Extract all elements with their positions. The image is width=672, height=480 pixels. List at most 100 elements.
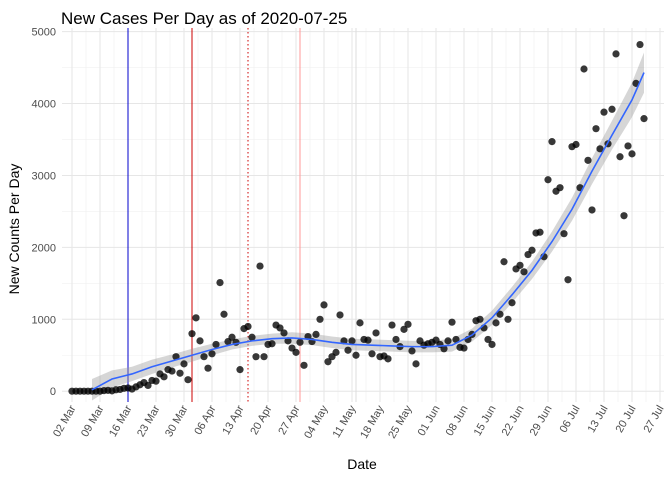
data-point bbox=[220, 310, 228, 318]
x-tick-label: 20 Jul bbox=[614, 404, 639, 435]
data-point bbox=[496, 310, 504, 318]
data-point bbox=[324, 358, 332, 366]
x-tick-label: 15 Jun bbox=[472, 404, 499, 439]
data-point bbox=[292, 348, 300, 356]
data-point bbox=[260, 353, 268, 361]
data-point bbox=[208, 350, 216, 358]
data-point bbox=[444, 337, 452, 345]
data-point bbox=[400, 325, 408, 333]
data-point bbox=[332, 348, 340, 356]
x-tick-label: 02 Mar bbox=[51, 403, 79, 439]
data-point bbox=[312, 330, 320, 338]
data-point bbox=[384, 355, 392, 363]
data-point bbox=[180, 360, 188, 368]
x-axis-title: Date bbox=[347, 456, 377, 472]
data-point bbox=[280, 329, 288, 337]
data-point bbox=[636, 40, 644, 49]
data-point bbox=[372, 329, 380, 337]
y-tick-label: 0 bbox=[50, 386, 56, 398]
data-point bbox=[600, 108, 608, 116]
data-point bbox=[588, 206, 596, 214]
data-point bbox=[488, 340, 496, 349]
data-point bbox=[440, 345, 448, 353]
data-point bbox=[492, 319, 500, 327]
x-tick-label: 27 Jul bbox=[642, 404, 667, 435]
data-point bbox=[560, 230, 568, 238]
data-point bbox=[344, 346, 352, 354]
data-point bbox=[564, 276, 572, 284]
data-point bbox=[608, 105, 616, 113]
data-point bbox=[352, 351, 360, 359]
data-point bbox=[388, 321, 396, 329]
x-axis-ticks: 02 Mar 09 Mar 16 Mar 23 Mar 30 Mar 06 Apr 13 A… bbox=[51, 403, 667, 441]
data-point bbox=[316, 315, 324, 323]
data-point bbox=[516, 261, 524, 269]
x-tick-label: 16 Mar bbox=[107, 403, 135, 439]
data-point bbox=[196, 337, 204, 345]
data-point bbox=[256, 262, 264, 270]
y-tick-label: 3000 bbox=[32, 170, 56, 182]
data-point bbox=[184, 376, 192, 384]
y-tick-label: 4000 bbox=[32, 99, 56, 111]
data-point bbox=[320, 301, 328, 309]
x-tick-label: 20 Apr bbox=[248, 403, 274, 437]
data-point bbox=[336, 311, 344, 319]
data-point bbox=[152, 377, 160, 385]
data-point bbox=[216, 279, 224, 287]
data-point bbox=[448, 318, 456, 326]
x-tick-label: 06 Apr bbox=[192, 403, 218, 437]
data-point bbox=[528, 246, 536, 254]
x-tick-label: 04 May bbox=[302, 403, 331, 441]
data-point bbox=[236, 366, 244, 374]
data-point bbox=[548, 138, 556, 146]
data-point bbox=[228, 333, 236, 341]
data-point bbox=[452, 335, 460, 344]
data-point bbox=[580, 65, 588, 73]
x-tick-label: 29 Jun bbox=[528, 404, 555, 439]
data-point bbox=[300, 361, 308, 369]
y-tick-label: 2000 bbox=[32, 242, 56, 254]
data-point bbox=[584, 156, 592, 164]
data-points bbox=[68, 40, 648, 395]
data-point bbox=[504, 315, 512, 323]
data-point bbox=[460, 344, 468, 352]
data-point bbox=[620, 212, 628, 220]
x-tick-label: 11 May bbox=[331, 403, 359, 440]
x-tick-label: 30 Mar bbox=[163, 403, 191, 439]
x-tick-label: 09 Mar bbox=[79, 403, 107, 439]
data-point bbox=[244, 322, 252, 331]
smoothed-trend-line bbox=[91, 72, 645, 391]
data-point bbox=[520, 268, 528, 276]
data-point bbox=[192, 314, 200, 322]
data-point bbox=[188, 330, 196, 338]
x-tick-label: 27 Apr bbox=[276, 403, 302, 437]
data-point bbox=[200, 353, 208, 361]
data-point bbox=[176, 369, 184, 377]
x-tick-label: 25 May bbox=[386, 403, 415, 441]
data-point bbox=[572, 140, 580, 149]
data-point bbox=[368, 350, 376, 358]
x-tick-label: 22 Jun bbox=[500, 404, 527, 439]
data-point bbox=[276, 324, 284, 332]
chart-title: New Cases Per Day as of 2020-07-25 bbox=[61, 9, 347, 28]
data-point bbox=[172, 353, 180, 361]
data-point bbox=[252, 353, 260, 361]
data-point bbox=[364, 336, 372, 344]
y-axis-title: New Counts Per Day bbox=[6, 164, 22, 295]
data-point bbox=[616, 153, 624, 161]
data-point bbox=[268, 340, 276, 348]
y-tick-label: 5000 bbox=[32, 27, 56, 39]
data-point bbox=[404, 320, 412, 328]
data-point bbox=[212, 340, 220, 349]
y-tick-label: 1000 bbox=[32, 314, 56, 326]
data-point bbox=[592, 125, 600, 133]
data-point bbox=[168, 367, 176, 375]
data-point bbox=[628, 150, 636, 158]
data-point bbox=[596, 145, 604, 153]
x-tick-label: 01 Jun bbox=[416, 404, 443, 439]
y-axis-ticks: 0 1000 2000 3000 4000 5000 bbox=[32, 27, 56, 399]
data-point bbox=[248, 333, 256, 341]
data-point bbox=[508, 299, 516, 307]
trend-line bbox=[91, 72, 645, 391]
confidence-band bbox=[92, 52, 644, 401]
